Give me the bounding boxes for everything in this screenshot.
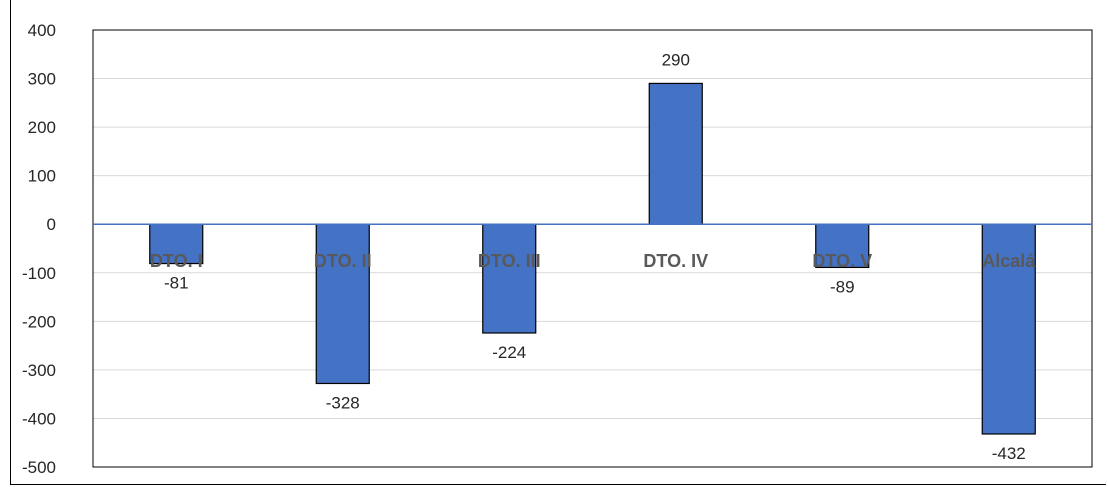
category-labels: DTO. I DTO. II DTO. III DTO. IV DTO. V Alcalá (150, 251, 1036, 271)
data-label: -328 (326, 393, 360, 412)
y-tick-label: -500 (22, 458, 56, 477)
category-label: DTO. IV (643, 251, 708, 271)
data-label: -81 (164, 274, 189, 293)
plot-area-border (92, 29, 1093, 468)
category-label: DTO. I (150, 251, 203, 271)
y-tick-label: 300 (28, 70, 56, 89)
y-tick-label: 0 (47, 215, 56, 234)
data-label: -432 (992, 444, 1026, 463)
y-tick-label: -100 (22, 264, 56, 283)
bar (482, 223, 537, 334)
y-tick-label: 200 (28, 118, 56, 137)
bar (815, 223, 870, 269)
category-label: DTO. V (812, 251, 872, 271)
bar (648, 82, 703, 225)
data-label: -89 (830, 277, 855, 296)
chart-frame (10, 0, 1106, 485)
y-tick-label: -300 (22, 361, 56, 380)
y-axis-ticks: 400 300 200 100 0 -100 -200 -300 -400 -500 (22, 21, 56, 477)
bars (149, 82, 1036, 435)
y-tick-label: 100 (28, 167, 56, 186)
y-tick-label: 400 (28, 21, 56, 40)
data-label: -224 (492, 343, 526, 362)
data-labels: -81 -328 -224 290 -89 -432 (164, 50, 1026, 463)
category-label: DTO. III (478, 251, 541, 271)
bar (315, 223, 370, 385)
data-label: 290 (662, 50, 690, 69)
gridlines (93, 29, 1092, 468)
category-label: Alcalá (982, 251, 1036, 271)
category-label: DTO. II (314, 251, 372, 271)
bar (981, 223, 1036, 435)
y-tick-label: -400 (22, 409, 56, 428)
y-tick-label: -200 (22, 312, 56, 331)
